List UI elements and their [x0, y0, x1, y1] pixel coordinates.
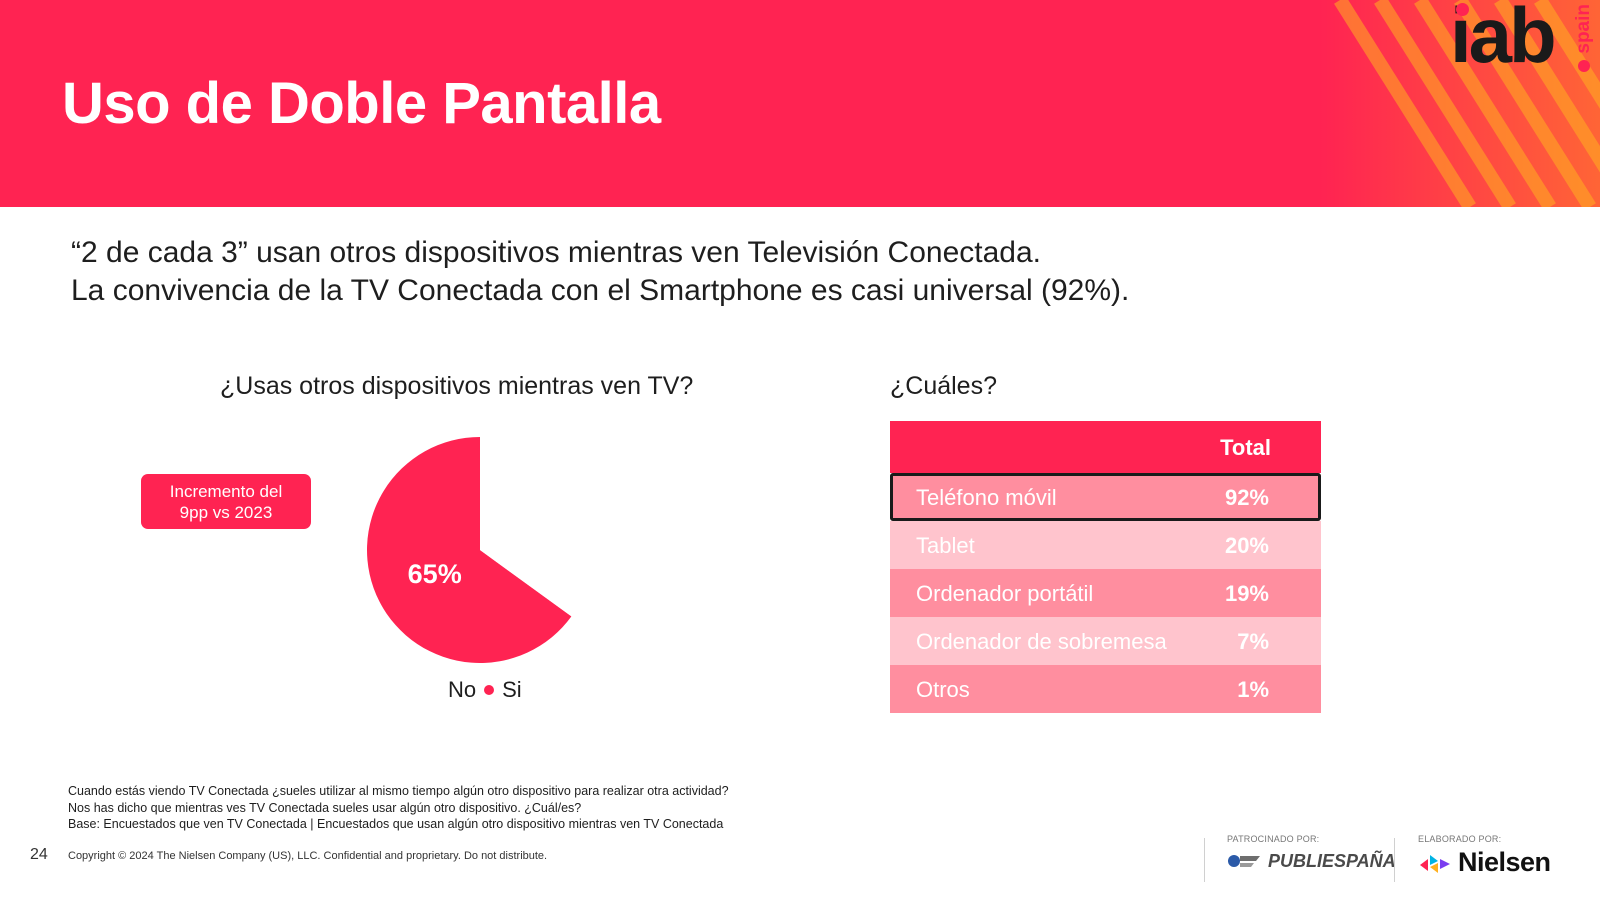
row-value: 19% — [1224, 581, 1269, 606]
pie-data-label: 65% — [408, 559, 462, 589]
publiespana-logo: PUBLIESPAÑA — [1226, 850, 1396, 872]
footnote-line-3: Base: Encuestados que ven TV Conectada |… — [68, 817, 724, 831]
iab-logo-spain-dot — [1578, 60, 1590, 72]
row-value: 20% — [1224, 533, 1269, 558]
pie-slice-no — [480, 437, 593, 617]
row-label: Ordenador de sobremesa — [916, 629, 1167, 654]
pie-slice-si — [367, 437, 572, 663]
legend-entry-no: No — [448, 677, 477, 702]
row-value: 1% — [1237, 677, 1269, 702]
increment-badge: Incremento del 9pp vs 2023 — [141, 474, 311, 529]
badge-line-2: 9pp vs 2023 — [179, 502, 273, 522]
row-label: Ordenador portátil — [916, 581, 1094, 606]
row-label: Teléfono móvil — [916, 485, 1057, 510]
subtitle-line-2: La convivencia de la TV Conectada con el… — [71, 274, 1130, 307]
subtitle: “2 de cada 3” usan otros dispositivos mi… — [71, 234, 1129, 310]
row-label: Tablet — [916, 533, 975, 558]
decorative-stripes — [1320, 0, 1600, 207]
footer-separator — [1394, 838, 1395, 882]
maker-name: Nielsen — [1458, 847, 1551, 877]
iab-logo-dot — [1456, 3, 1469, 16]
nielsen-logo: Nielsen — [1418, 847, 1551, 878]
devices-table: Total Teléfono móvil 92% Tablet 20% Orde… — [890, 421, 1321, 713]
iab-logo-spain: spain — [1573, 4, 1594, 54]
header-band: Uso de Doble Pantalla — [0, 0, 1600, 207]
nielsen-icon — [1420, 854, 1450, 873]
table-row: Ordenador portátil 19% — [890, 569, 1321, 617]
maker-caption: ELABORADO POR: — [1418, 834, 1502, 844]
table-row: Tablet 20% — [890, 521, 1321, 569]
legend-dot-si — [484, 685, 495, 695]
pie-chart: 65% — [367, 437, 593, 663]
row-value: 92% — [1224, 485, 1269, 510]
legend-entry-si: Si — [502, 677, 522, 702]
sponsor-caption: PATROCINADO POR: — [1227, 834, 1320, 844]
publiespana-icon — [1228, 855, 1260, 867]
pie-legend: No Si — [448, 677, 522, 703]
footnote-line-2: Nos has dicho que mientras ves TV Conect… — [68, 800, 582, 815]
row-label: Otros — [916, 677, 970, 702]
footer-separator — [1204, 838, 1205, 882]
copyright-text: Copyright © 2024 The Nielsen Company (US… — [68, 850, 548, 862]
subtitle-line-1: “2 de cada 3” usan otros dispositivos mi… — [71, 236, 1041, 269]
table-row: Ordenador de sobremesa 7% — [890, 617, 1321, 665]
page-number: 24 — [30, 846, 48, 863]
table-row: Otros 1% — [890, 665, 1321, 713]
row-value: 7% — [1237, 629, 1269, 654]
table-header-total: Total — [1220, 435, 1271, 460]
sponsor-name: PUBLIESPAÑA — [1268, 850, 1396, 871]
table-row: Teléfono móvil 92% — [890, 473, 1321, 521]
right-question: ¿Cuáles? — [890, 372, 997, 400]
left-question: ¿Usas otros dispositivos mientras ven TV… — [220, 372, 694, 400]
table-header: Total — [890, 421, 1321, 473]
footnote-line-1: Cuando estás viendo TV Conectada ¿sueles… — [68, 784, 729, 798]
badge-line-1: Incremento del — [169, 481, 283, 501]
page-title: Uso de Doble Pantalla — [62, 71, 661, 136]
footnotes: Cuando estás viendo TV Conectada ¿sueles… — [68, 783, 729, 833]
